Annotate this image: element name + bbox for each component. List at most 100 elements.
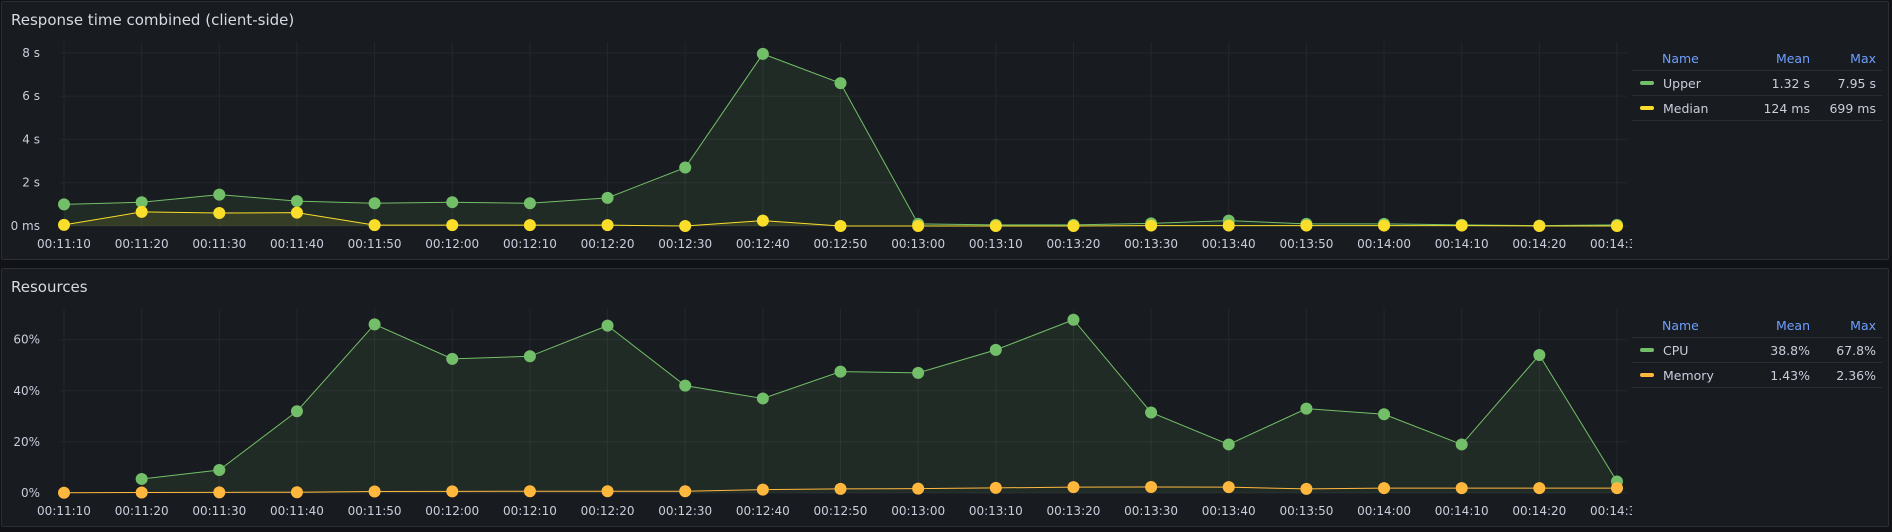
series-color-swatch[interactable] (1640, 81, 1654, 85)
data-point[interactable] (679, 220, 692, 232)
data-point[interactable] (290, 405, 303, 418)
data-point[interactable] (834, 482, 847, 495)
data-point[interactable] (1145, 480, 1158, 493)
data-point[interactable] (213, 486, 226, 499)
legend-header-max[interactable]: Max (1850, 50, 1876, 66)
series-color-swatch[interactable] (1640, 106, 1654, 110)
data-point[interactable] (912, 366, 925, 379)
legend-row-memory[interactable]: Memory 1.43% 2.36% (1632, 363, 1882, 388)
data-point[interactable] (213, 464, 226, 476)
data-point[interactable] (989, 481, 1002, 494)
data-point[interactable] (135, 196, 148, 209)
data-point[interactable] (1611, 220, 1623, 232)
series-area (141, 319, 1617, 493)
data-point[interactable] (135, 205, 148, 218)
data-point[interactable] (1067, 481, 1080, 494)
data-point[interactable] (1222, 438, 1235, 451)
data-point[interactable] (601, 191, 614, 204)
legend-header-name[interactable]: Name (1662, 317, 1699, 333)
series-line[interactable] (141, 319, 1618, 482)
data-point[interactable] (1378, 482, 1391, 495)
series-color-swatch[interactable] (1640, 348, 1654, 352)
data-point[interactable] (1533, 349, 1546, 361)
data-point[interactable] (834, 220, 847, 232)
data-point[interactable] (1300, 482, 1313, 495)
data-point[interactable] (290, 486, 303, 499)
data-point[interactable] (58, 486, 70, 499)
data-point[interactable] (1300, 402, 1313, 415)
x-tick-label: 00:11:20 (115, 504, 169, 518)
data-point[interactable] (679, 379, 692, 392)
data-point[interactable] (58, 198, 70, 211)
series-memory[interactable] (58, 480, 1623, 499)
data-point[interactable] (1611, 482, 1623, 495)
data-point[interactable] (756, 47, 769, 60)
data-point[interactable] (290, 195, 303, 208)
data-point[interactable] (523, 485, 536, 498)
x-tick-label: 00:14:30 (1590, 237, 1632, 251)
data-point[interactable] (1222, 219, 1235, 232)
panel-title[interactable]: Response time combined (client-side) (11, 11, 295, 29)
series-cpu[interactable] (135, 313, 1623, 493)
x-tick-label: 00:11:20 (115, 237, 169, 251)
data-point[interactable] (679, 485, 692, 498)
data-point[interactable] (290, 206, 303, 219)
data-point[interactable] (368, 219, 381, 232)
data-point[interactable] (523, 197, 536, 210)
series-color-swatch[interactable] (1640, 373, 1654, 377)
data-point[interactable] (1145, 219, 1158, 232)
data-point[interactable] (58, 218, 70, 231)
data-point[interactable] (834, 77, 847, 90)
legend-row-median[interactable]: Median 124 ms 699 ms (1632, 96, 1882, 121)
legend-header-mean[interactable]: Mean (1775, 50, 1810, 66)
legend-header-name[interactable]: Name (1662, 50, 1699, 66)
data-point[interactable] (989, 220, 1002, 232)
data-point[interactable] (368, 318, 381, 331)
data-point[interactable] (1300, 219, 1313, 232)
data-point[interactable] (1067, 313, 1080, 326)
data-point[interactable] (756, 483, 769, 496)
y-tick-label: 4 s (22, 132, 40, 146)
data-point[interactable] (1533, 482, 1546, 495)
data-point[interactable] (135, 486, 148, 499)
data-point[interactable] (135, 472, 148, 485)
series-median[interactable] (58, 205, 1623, 232)
data-point[interactable] (989, 343, 1002, 356)
data-point[interactable] (1455, 438, 1468, 451)
data-point[interactable] (1533, 220, 1546, 232)
data-point[interactable] (1145, 406, 1158, 419)
resources-chart[interactable]: 0% 20% 40% 60% 00:11:10 00:11:20 00:11:30 00:11… (2, 269, 1632, 526)
data-point[interactable] (756, 214, 769, 227)
data-point[interactable] (1455, 219, 1468, 232)
data-point[interactable] (679, 161, 692, 174)
data-point[interactable] (756, 392, 769, 405)
legend-header-mean[interactable]: Mean (1775, 317, 1810, 333)
data-point[interactable] (523, 350, 536, 363)
data-point[interactable] (1378, 219, 1391, 232)
data-point[interactable] (1378, 408, 1391, 421)
legend-row-cpu[interactable]: CPU 38.8% 67.8% (1632, 338, 1882, 363)
panel-title[interactable]: Resources (11, 278, 88, 296)
data-point[interactable] (1067, 220, 1080, 232)
data-point[interactable] (446, 219, 459, 232)
data-point[interactable] (446, 352, 459, 365)
data-point[interactable] (601, 485, 614, 498)
data-point[interactable] (1222, 481, 1235, 494)
data-point[interactable] (523, 219, 536, 232)
data-point[interactable] (601, 319, 614, 332)
legend-row-upper[interactable]: Upper 1.32 s 7.95 s (1632, 71, 1882, 96)
data-point[interactable] (213, 188, 226, 201)
response-time-chart[interactable]: 0 ms 2 s 4 s 6 s 8 s 00:11:10 00:11:20 00:11:30… (2, 2, 1632, 259)
data-point[interactable] (368, 485, 381, 498)
data-point[interactable] (912, 220, 925, 232)
data-point[interactable] (368, 197, 381, 210)
x-tick-label: 00:11:10 (37, 504, 91, 518)
data-point[interactable] (446, 485, 459, 498)
data-point[interactable] (601, 219, 614, 232)
data-point[interactable] (912, 482, 925, 495)
data-point[interactable] (446, 196, 459, 209)
data-point[interactable] (213, 207, 226, 220)
legend-header-max[interactable]: Max (1850, 317, 1876, 333)
data-point[interactable] (834, 365, 847, 378)
data-point[interactable] (1455, 482, 1468, 495)
